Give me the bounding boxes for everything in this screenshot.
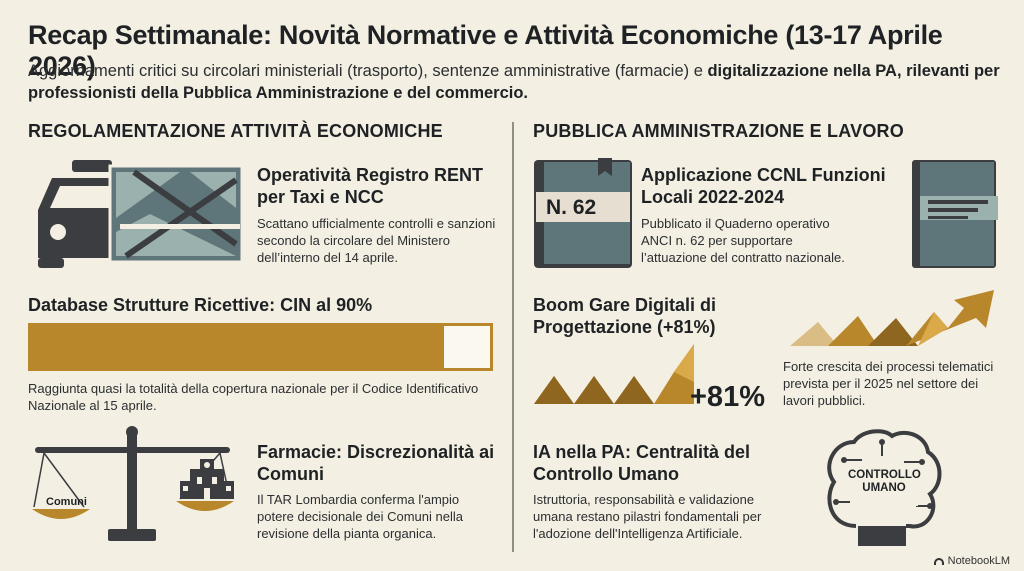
ccnl-text: Pubblicato il Quaderno operativo ANCI n.…: [641, 216, 845, 265]
gare-title: Boom Gare Digitali di Progettazione (+81…: [533, 295, 717, 337]
brain-label-line1: CONTROLLO: [848, 469, 921, 481]
cin-text: Raggiunta quasi la totalità della copert…: [28, 381, 479, 413]
rent-title: Operatività Registro RENT per Taxi e NCC: [257, 165, 484, 207]
right-section-heading: PUBBLICA AMMINISTRAZIONE E LAVORO: [533, 121, 904, 141]
zigzag-growth-icon: [534, 344, 694, 404]
taxi-map-icon: [38, 160, 244, 268]
column-divider: [512, 122, 514, 552]
farmacie-title: Farmacie: Discrezionalità ai Comuni: [257, 442, 495, 484]
subtitle-bold: digitalizzazione nella PA, rilevanti per…: [28, 62, 1000, 102]
subtitle-plain: Aggiornamenti critici su circolari minis…: [28, 62, 708, 80]
balance-scale-icon: [32, 426, 234, 541]
ia-text: Istruttoria, responsabilità e validazion…: [533, 492, 762, 541]
brain-circuit-icon: [827, 429, 942, 546]
brain-label: CONTROLLO UMANO: [848, 469, 921, 495]
page-title: Recap Settimanale: Novità Normative e At…: [28, 20, 943, 81]
brain-label-line2: UMANO: [862, 482, 906, 494]
rent-text: Scattano ufficialmente controlli e sanzi…: [257, 216, 496, 265]
quaderno-book-icon: [534, 158, 632, 268]
cin-title: Database Strutture Ricettive: CIN al 90%: [28, 295, 373, 315]
closed-book-icon: [912, 160, 998, 268]
notebooklm-icon: [933, 557, 944, 565]
ia-title: IA nella PA: Centralità del Controllo Um…: [533, 442, 751, 484]
page-subtitle: Aggiornamenti critici su circolari minis…: [28, 60, 1008, 104]
cin-progress-fill: [31, 326, 445, 368]
gare-text: Forte crescita dei processi telematici p…: [783, 359, 994, 408]
left-section-heading: REGOLAMENTAZIONE ATTIVITÀ ECONOMICHE: [28, 121, 443, 141]
brand-mark: NotebookLM: [933, 555, 1010, 567]
ccnl-title: Applicazione CCNL Funzioni Locali 2022-2…: [641, 165, 886, 207]
growth-arrow-icon: [790, 290, 994, 346]
book-label: N. 62: [546, 196, 597, 219]
gare-big-value: +81%: [690, 381, 765, 413]
scale-label: Comuni: [46, 496, 87, 508]
cin-progress-bar: [28, 323, 493, 371]
brand-label: NotebookLM: [947, 555, 1010, 567]
farmacie-text: Il TAR Lombardia conferma l'ampio potere…: [257, 492, 463, 541]
